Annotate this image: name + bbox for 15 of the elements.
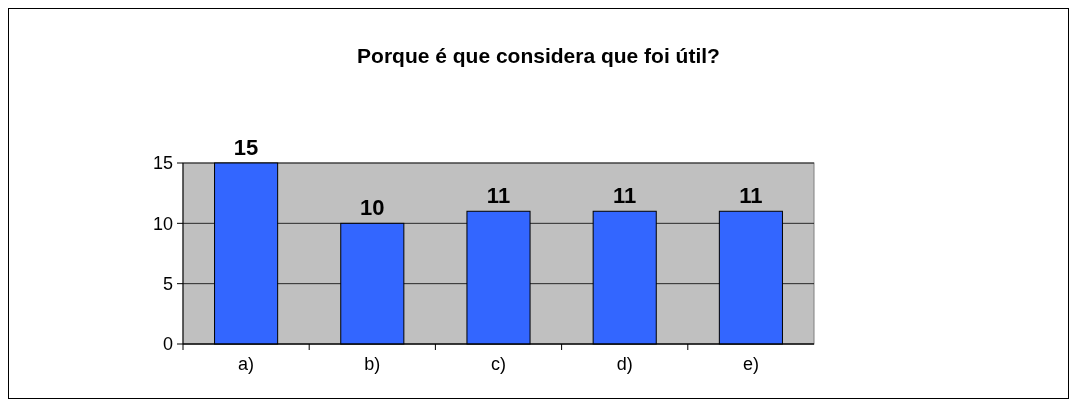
y-tick-label: 5: [162, 273, 173, 294]
data-label: 11: [613, 183, 637, 209]
y-tick-label: 15: [152, 153, 173, 174]
data-label: 10: [360, 195, 385, 221]
x-tick-label: e): [742, 354, 759, 374]
x-tick-label: a): [238, 354, 255, 374]
y-tick-label: 10: [152, 213, 173, 234]
x-tick-label: b): [364, 354, 381, 374]
x-tick-label: c): [491, 354, 506, 374]
chart-title: Porque é que considera que foi útil?: [357, 44, 720, 67]
data-label: 11: [486, 183, 511, 209]
y-tick-label: 0: [162, 334, 173, 355]
x-tick-label: d): [616, 354, 633, 374]
data-label: 15: [233, 135, 259, 160]
data-label: 11: [739, 183, 763, 209]
